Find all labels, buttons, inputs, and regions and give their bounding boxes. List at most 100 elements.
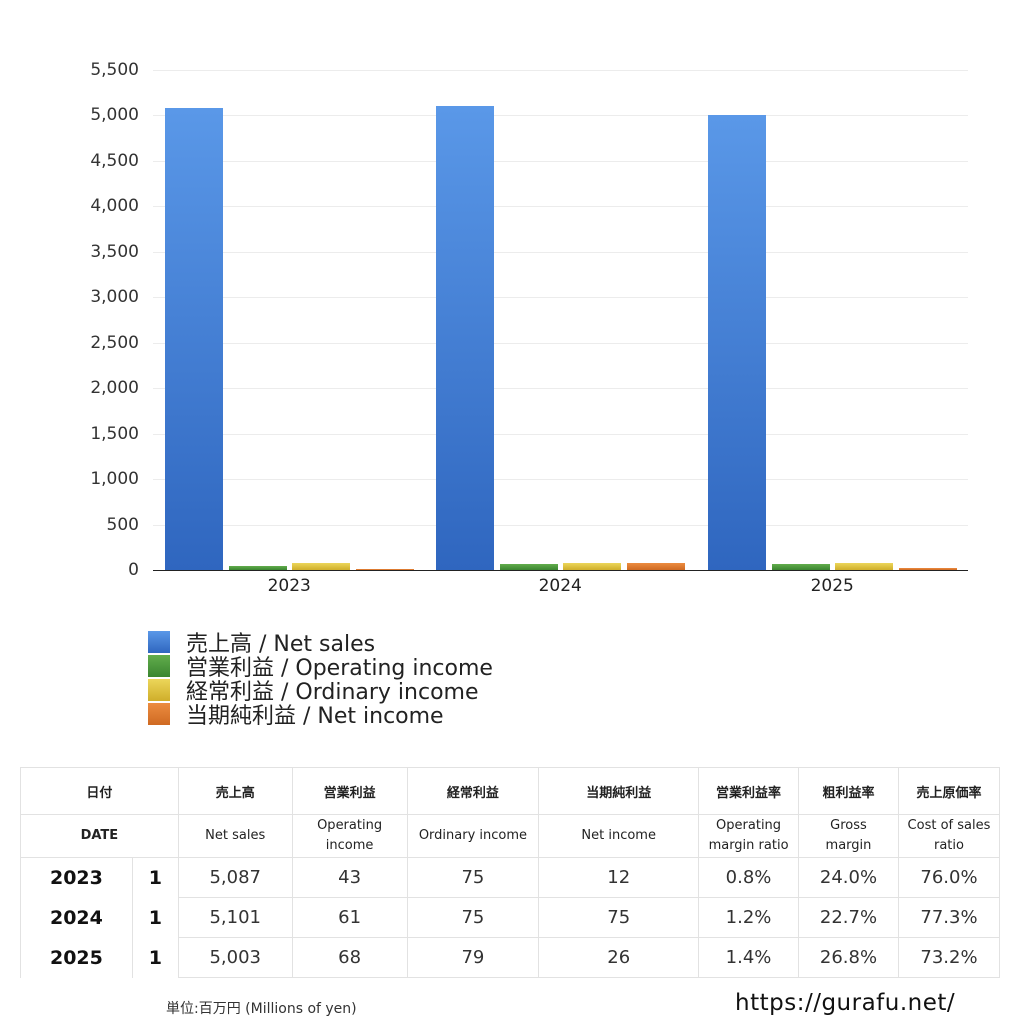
bar-2023-1: [228, 566, 287, 570]
bar-2025-2: [835, 562, 893, 570]
legend-swatch-net-sales: [148, 631, 170, 653]
cell-net-sales: 5,003: [177, 937, 293, 978]
x-tick-label: 2025: [810, 576, 854, 596]
cell-quarter: 1: [131, 937, 179, 978]
legend-label: 当期純利益 / Net income: [186, 704, 444, 729]
gridline: [153, 160, 968, 162]
legend-label: 経常利益 / Ordinary income: [186, 680, 479, 705]
cell-operating-income: 68: [291, 937, 408, 978]
cell-quarter: 1: [131, 857, 179, 898]
header-cost-of-sales-en: Cost of sales ratio: [897, 814, 1001, 858]
cell-year: 2025: [20, 937, 133, 978]
cell-ordinary-income: 75: [406, 857, 540, 898]
gridline: [153, 524, 968, 526]
cell-operating-income: 61: [291, 897, 408, 938]
legend-swatch-operating-income: [148, 655, 170, 677]
header-net-sales-jp: 売上高: [177, 767, 293, 815]
y-tick-label: 1,000: [90, 469, 139, 490]
cell-net-sales: 5,101: [177, 897, 293, 938]
header-gross-margin-en-text: Gross margin: [825, 818, 872, 853]
header-ordinary-income-en: Ordinary income: [406, 814, 540, 858]
legend-label: 売上高 / Net sales: [186, 632, 376, 657]
header-net-income-en: Net income: [538, 814, 700, 858]
gridline: [153, 342, 968, 344]
gridline: [153, 206, 968, 208]
header-gross-margin-jp: 粗利益率: [798, 767, 899, 815]
y-tick-label: 4,000: [90, 196, 139, 217]
table-header-en: DATE Net sales Operating income Ordinary…: [20, 814, 1001, 858]
cell-ordinary-income: 79: [406, 937, 540, 978]
legend-item-net-income: 当期純利益 / Net income: [148, 702, 493, 729]
header-net-income-jp: 当期純利益: [538, 767, 700, 815]
financial-data-table: 日付 売上高 営業利益 経常利益 当期純利益 営業利益率 粗利益率 売上原価率 …: [20, 767, 1001, 978]
gridline: [153, 70, 968, 71]
table-row: 2024 1 5,101 61 75 75 1.2% 22.7% 77.3%: [20, 897, 1001, 938]
header-operating-income-en-text: Operating income: [317, 818, 383, 853]
gridline: [153, 251, 968, 253]
cell-operating-margin: 0.8%: [698, 857, 800, 898]
bar-2025-3: [898, 567, 957, 570]
cell-gross-margin: 24.0%: [798, 857, 899, 898]
header-operating-income-jp: 営業利益: [291, 767, 408, 815]
bar-2024-2: [563, 563, 621, 570]
cell-operating-margin: 1.4%: [698, 937, 800, 978]
gridline: [153, 297, 968, 299]
bar-chart: 0 500 1,000 1,500 2,000 2,500 3,000 3,500 4,000 4…: [90, 60, 968, 596]
unit-note: 単位:百万円 (Millions of yen): [166, 1001, 357, 1017]
cell-year: 2024: [20, 897, 133, 938]
cell-net-sales: 5,087: [177, 857, 293, 898]
bar-2023-0: [165, 107, 223, 570]
bar-2025-1: [771, 563, 830, 570]
cell-cost-of-sales: 76.0%: [897, 857, 1001, 898]
header-date-jp: 日付: [20, 767, 179, 815]
bar-2023-2: [292, 563, 350, 570]
legend-item-net-sales: 売上高 / Net sales: [148, 630, 493, 657]
legend-swatch-ordinary-income: [148, 679, 170, 701]
table-row: 2025 1 5,003 68 79 26 1.4% 26.8% 73.2%: [20, 937, 1001, 978]
x-axis-line: [153, 570, 968, 571]
cell-quarter: 1: [131, 897, 179, 938]
cell-net-income: 75: [538, 897, 700, 938]
legend-label: 営業利益 / Operating income: [186, 656, 493, 681]
legend: 売上高 / Net sales 営業利益 / Operating income …: [148, 630, 493, 729]
header-operating-income-en: Operating income: [291, 814, 408, 858]
header-net-sales-en: Net sales: [177, 814, 293, 858]
cell-ordinary-income: 75: [406, 897, 540, 938]
legend-item-operating-income: 営業利益 / Operating income: [148, 654, 493, 681]
bar-2025-0: [708, 115, 766, 570]
x-tick-label: 2023: [267, 576, 311, 596]
legend-swatch-net-income: [148, 703, 170, 725]
y-tick-label: 0: [128, 560, 139, 580]
y-tick-label: 5,000: [90, 105, 139, 126]
site-url: https://gurafu.net/: [735, 990, 956, 1016]
cell-operating-margin: 1.2%: [698, 897, 800, 938]
y-tick-label: 3,000: [90, 287, 139, 308]
bar-2024-3: [626, 563, 685, 570]
gridline: [153, 115, 968, 117]
cell-gross-margin: 26.8%: [798, 937, 899, 978]
y-tick-label: 1,500: [90, 423, 139, 444]
y-tick-label: 2,500: [90, 332, 139, 353]
table-row: 2023 1 5,087 43 75 12 0.8% 24.0% 76.0%: [20, 857, 1001, 898]
header-date-en: DATE: [20, 814, 179, 858]
cell-cost-of-sales: 73.2%: [897, 937, 1001, 978]
header-operating-margin-en: Operating margin ratio: [698, 814, 800, 858]
bar-2024-1: [499, 564, 558, 570]
bar-2024-0: [436, 106, 494, 570]
y-tick-label: 2,000: [90, 378, 139, 399]
legend-item-ordinary-income: 経常利益 / Ordinary income: [148, 678, 493, 705]
gridline: [153, 433, 968, 435]
cell-year: 2023: [20, 857, 133, 898]
x-tick-label: 2024: [538, 576, 582, 596]
gridline: [153, 479, 968, 481]
header-cost-of-sales-jp: 売上原価率: [897, 767, 1001, 815]
header-ordinary-income-jp: 経常利益: [406, 767, 540, 815]
header-operating-margin-en-text: Operating margin ratio: [708, 818, 789, 853]
y-tick-label: 500: [106, 514, 139, 535]
cell-cost-of-sales: 77.3%: [897, 897, 1001, 938]
cell-gross-margin: 22.7%: [798, 897, 899, 938]
bar-2023-3: [355, 568, 414, 570]
gridline: [153, 388, 968, 390]
cell-net-income: 26: [538, 937, 700, 978]
y-tick-label: 3,500: [90, 241, 139, 262]
